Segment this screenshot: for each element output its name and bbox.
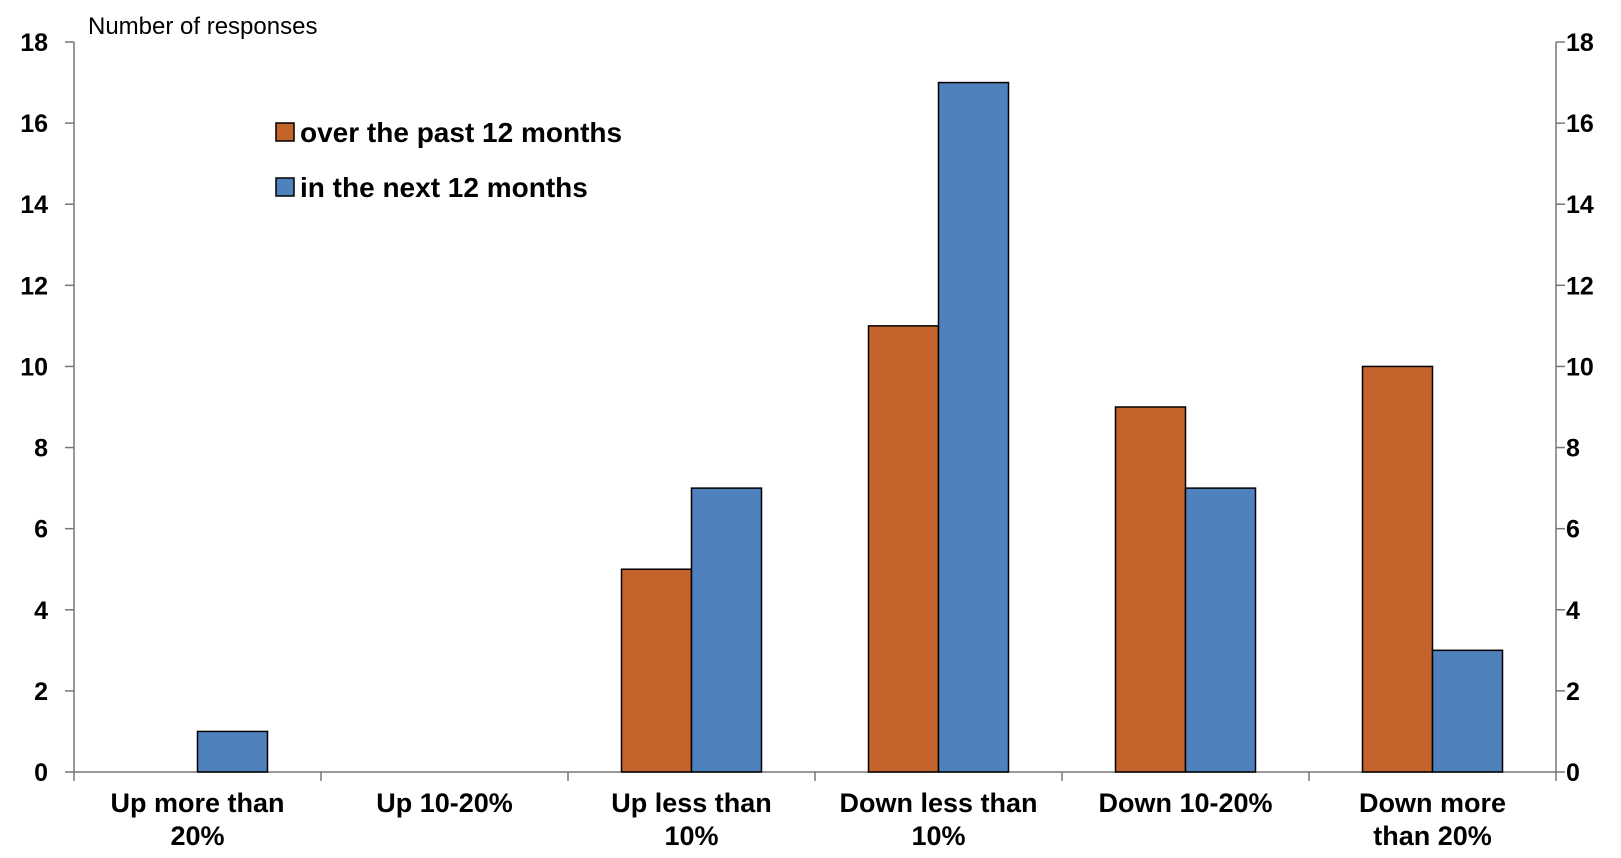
category-label-line: Down more bbox=[1359, 788, 1506, 818]
y-tick-label-left: 14 bbox=[20, 191, 48, 219]
category-label-line: Up more than bbox=[110, 788, 284, 818]
category-label: Down more than 20% bbox=[1359, 788, 1506, 851]
bar-next-4 bbox=[1184, 487, 1257, 773]
y-tick-label-right: 14 bbox=[1566, 191, 1594, 219]
category-label-line: 10% bbox=[664, 821, 718, 851]
y-tick-label-right: 10 bbox=[1566, 353, 1594, 381]
axes bbox=[65, 41, 1565, 781]
y-tick-label-left: 6 bbox=[34, 516, 48, 544]
category-label-line: Up 10-20% bbox=[376, 788, 513, 818]
category-label-line: than 20% bbox=[1373, 821, 1492, 851]
y-tick-label-right: 12 bbox=[1566, 272, 1594, 300]
y-tick-label-right: 4 bbox=[1566, 597, 1580, 625]
y-tick-label-left: 18 bbox=[20, 29, 48, 57]
bar-past-5 bbox=[1361, 365, 1434, 773]
category-label-line: 20% bbox=[170, 821, 224, 851]
y-tick-label-left: 0 bbox=[34, 759, 48, 787]
legend-label: over the past 12 months bbox=[300, 117, 622, 148]
legend-swatch bbox=[275, 177, 295, 197]
y-tick-label-left: 12 bbox=[20, 272, 48, 300]
legend: over the past 12 months in the next 12 mo… bbox=[275, 117, 622, 203]
y-tick-label-right: 18 bbox=[1566, 29, 1594, 57]
y-tick-label-right: 2 bbox=[1566, 678, 1580, 706]
y-tick-label-left: 4 bbox=[34, 597, 48, 625]
bars bbox=[196, 81, 1504, 773]
bar-past-4 bbox=[1114, 406, 1187, 773]
y-tick-label-left: 8 bbox=[34, 435, 48, 463]
category-label: Up less than 10% bbox=[611, 788, 772, 851]
bar-next-5 bbox=[1431, 649, 1504, 773]
y-tick-label-left: 10 bbox=[20, 353, 48, 381]
category-labels: Up more than 20%Up 10-20% Up less than 10%D… bbox=[110, 788, 1506, 851]
category-label-line: Down less than bbox=[839, 788, 1037, 818]
bar-past-3 bbox=[867, 325, 940, 773]
category-label: Down 10-20% bbox=[1098, 788, 1272, 818]
y-tick-label-left: 2 bbox=[34, 678, 48, 706]
category-label-line: Up less than bbox=[611, 788, 772, 818]
tick-labels: 0 0 2 2 4 4 6 6 8 8 10 10 12 12 14 14 16 16 18 18 bbox=[20, 29, 1594, 787]
bar-next-3 bbox=[937, 81, 1010, 773]
y-tick-label-left: 16 bbox=[20, 110, 48, 138]
category-label-line: Down 10-20% bbox=[1098, 788, 1272, 818]
legend-label: in the next 12 months bbox=[300, 172, 588, 203]
category-label: Up 10-20% bbox=[376, 788, 513, 818]
y-tick-label-right: 8 bbox=[1566, 435, 1580, 463]
y-tick-label-right: 0 bbox=[1566, 759, 1580, 787]
bar-past-2 bbox=[620, 568, 693, 773]
bar-next-0 bbox=[196, 730, 269, 773]
y-tick-label-right: 16 bbox=[1566, 110, 1594, 138]
category-label-line: 10% bbox=[911, 821, 965, 851]
legend-swatch bbox=[275, 122, 295, 142]
category-label: Up more than 20% bbox=[110, 788, 284, 851]
y-tick-label-right: 6 bbox=[1566, 516, 1580, 544]
category-label: Down less than 10% bbox=[839, 788, 1037, 851]
bar-next-2 bbox=[690, 487, 763, 773]
y-axis-label: Number of responses bbox=[88, 13, 317, 40]
